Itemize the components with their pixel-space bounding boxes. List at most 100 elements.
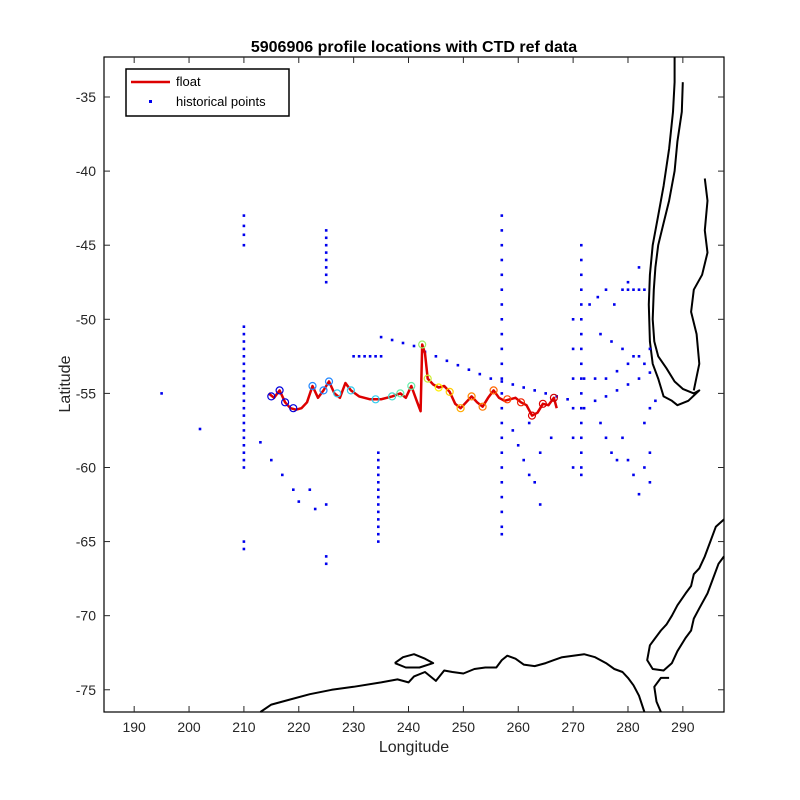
profile-marker [478,402,487,411]
x-tick-label: 190 [122,719,146,735]
historical-point [632,355,635,358]
historical-point [198,427,202,431]
profile-marker [319,386,328,395]
historical-point [511,383,515,386]
historical-point [500,377,504,380]
coastline-antarctic-coast [259,653,646,713]
historical-point [377,458,380,462]
historical-point [626,288,630,291]
historical-point [621,436,624,440]
historical-point [324,503,328,506]
historical-point [500,318,504,321]
historical-point [242,547,246,551]
historical-point [571,347,575,351]
historical-point [242,332,246,336]
historical-point [292,488,295,491]
coastline-patagonia-coast [690,178,709,391]
historical-point [580,466,583,469]
historical-point [242,458,246,462]
historical-point [593,399,597,403]
historical-point [604,436,608,440]
historical-point [522,458,525,462]
historical-point [259,441,262,444]
profile-marker [407,381,416,391]
historical-point [242,451,246,454]
profile-marker [371,395,380,404]
historical-point [242,214,246,217]
historical-point [500,332,504,336]
historical-point [632,473,635,477]
coastline-south-america [647,57,701,407]
x-tick-label: 270 [561,719,585,735]
historical-point [637,377,641,380]
historical-point [377,532,380,536]
historical-point [580,347,583,351]
historical-point [324,251,328,254]
historical-point [242,421,246,425]
historical-point [500,347,504,351]
historical-point [270,458,273,462]
historical-point [242,540,246,543]
historical-point [412,344,416,348]
historical-point [242,444,246,447]
coastline-layer [259,57,725,713]
historical-point [324,562,328,566]
historical-point [242,369,246,373]
historical-point [500,510,504,514]
profile-marker [396,389,405,398]
y-tick-label: -70 [76,608,96,624]
profile-marker [418,340,427,349]
profile-marker [275,386,284,395]
historical-point [500,481,504,484]
coastline-antarctic-peninsula [646,518,725,672]
historical-point [582,377,586,380]
historical-point [242,399,246,403]
profile-marker [308,381,317,391]
historical-point [522,386,525,389]
profile-marker [456,404,465,413]
historical-point [580,436,583,440]
historical-point [580,473,583,477]
profile-marker [434,383,443,392]
historical-point [571,436,575,440]
historical-point [615,458,619,462]
historical-point [377,451,380,454]
historical-point [626,383,630,386]
historical-point [500,495,504,499]
x-tick-label: 280 [616,719,640,735]
historical-point [648,347,652,351]
historical-point [580,303,583,306]
historical-point [626,458,630,462]
historical-point [377,495,380,499]
historical-point [626,280,630,284]
profile-marker [467,392,476,401]
historical-point [308,488,312,491]
x-tick-label: 240 [397,719,421,735]
historical-point [489,377,493,380]
legend: float historical points [125,68,290,117]
historical-point [377,481,380,484]
historical-point [242,224,246,228]
historical-point [313,507,317,511]
y-axis-label: Latitude [57,355,74,412]
historical-point [500,380,504,383]
historical-point [527,421,531,425]
historical-point [434,355,438,358]
historical-point [580,392,583,395]
historical-point [610,340,613,343]
historical-point [637,288,641,291]
historical-point [582,406,586,410]
historical-point [242,325,246,328]
legend-box [125,68,290,117]
historical-point [580,377,583,380]
profile-marker [388,392,397,401]
historical-point [377,473,380,477]
coastline-antarctic-coast-lower [653,676,670,713]
historical-point [401,341,405,345]
historical-point [500,392,504,395]
profile-marker [503,395,512,404]
historical-point [571,318,575,321]
historical-point [571,406,575,410]
legend-historical-swatch [149,100,152,103]
historical-point [604,377,608,380]
